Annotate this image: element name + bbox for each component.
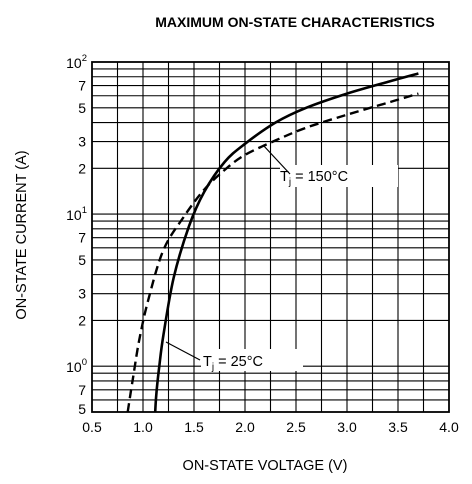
y-tick-label: 2	[78, 312, 86, 328]
x-tick-label: 1.5	[184, 419, 204, 435]
x-axis-label: ON-STATE VOLTAGE (V)	[182, 458, 348, 474]
grid-lines	[92, 62, 449, 412]
x-tick-label: 3.0	[337, 419, 357, 435]
curve-solid	[153, 72, 419, 413]
y-tick-label: 2	[78, 160, 86, 176]
y-tick-label: 100	[66, 357, 87, 375]
y-tick-label: 7	[78, 382, 86, 398]
annotation-background	[201, 349, 303, 371]
plot-frame	[91, 61, 450, 413]
curve-dashed	[126, 92, 419, 413]
annotation-background	[280, 165, 398, 187]
x-tick-label: 3.5	[388, 419, 408, 435]
y-tick-labels: 5 7 100 2 3 5 7 101 2 3 5 7 102	[66, 53, 87, 417]
curves	[126, 72, 419, 413]
y-tick-label: 7	[78, 230, 86, 246]
x-tick-label: 1.0	[133, 419, 153, 435]
y-tick-label: 3	[78, 286, 86, 302]
x-tick-label: 2.5	[286, 419, 306, 435]
x-tick-label: 0.5	[82, 419, 102, 435]
y-tick-label: 5	[78, 401, 86, 417]
x-tick-labels: 0.5 1.0 1.5 2.0 2.5 3.0 3.5 4.0	[82, 419, 459, 435]
y-tick-label: 3	[78, 134, 86, 150]
y-tick-label: 102	[66, 53, 87, 71]
plot-border	[91, 61, 450, 413]
y-tick-label: 5	[78, 252, 86, 268]
y-tick-label: 7	[78, 78, 86, 94]
y-axis-label: ON-STATE CURRENT (A)	[14, 150, 30, 320]
annotation-leader	[165, 341, 201, 361]
chart-title: MAXIMUM ON-STATE CHARACTERISTICS	[155, 14, 435, 30]
x-tick-label: 2.0	[235, 419, 255, 435]
y-tick-label: 5	[78, 100, 86, 116]
x-tick-label: 4.0	[439, 419, 459, 435]
annotations: Tj = 150°C Tj = 25°C	[165, 144, 398, 373]
annotation-leader	[262, 144, 291, 175]
annotation-label: Tj = 150°C	[280, 169, 348, 188]
y-tick-label: 101	[66, 205, 87, 223]
annotation-label: Tj = 25°C	[203, 354, 263, 373]
